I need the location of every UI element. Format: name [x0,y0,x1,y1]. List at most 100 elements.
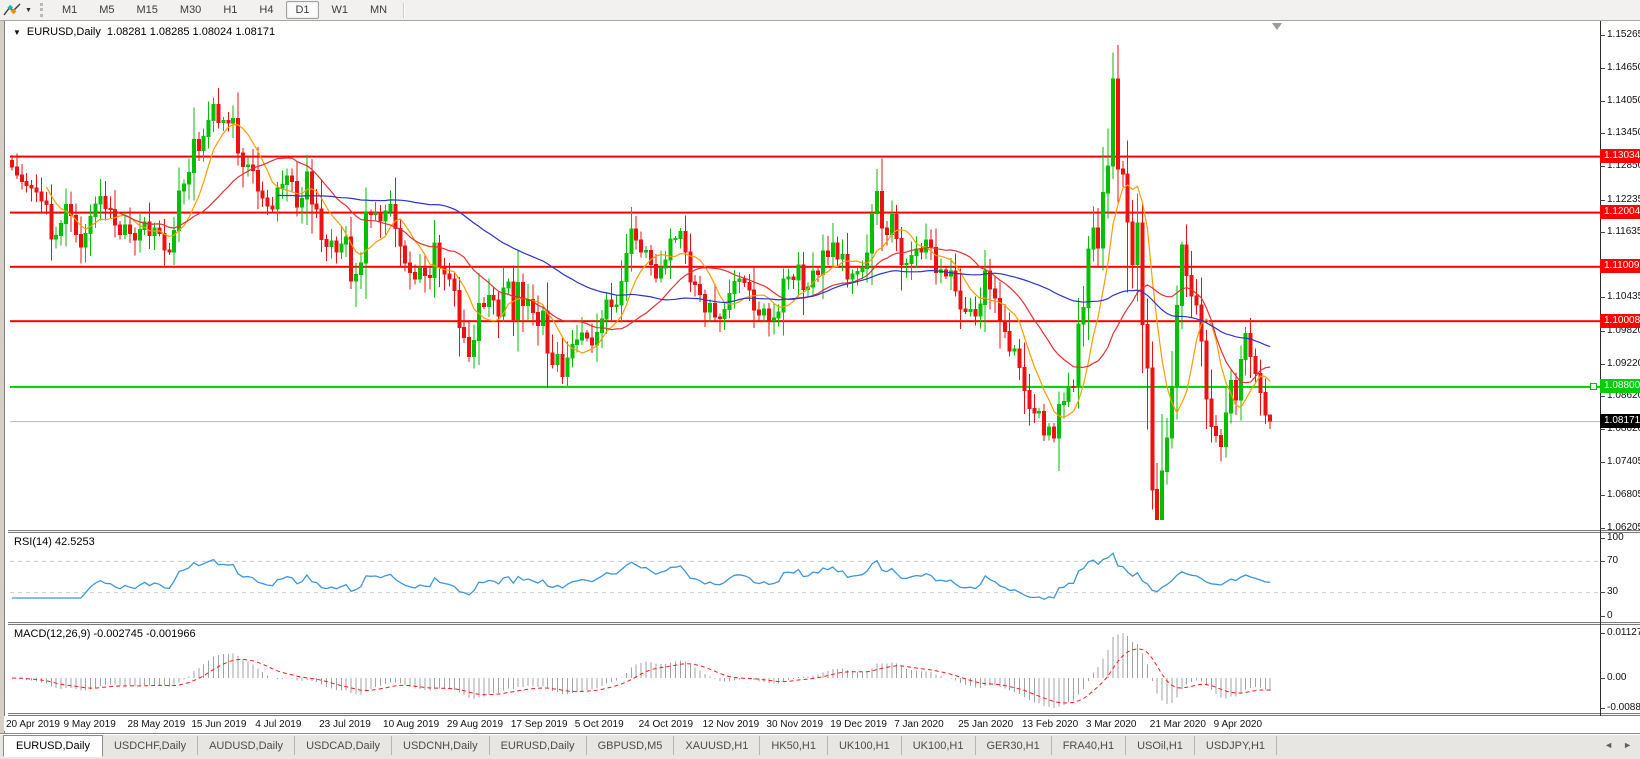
toolbar-grip-handle[interactable] [39,3,43,17]
horizontal-level-line[interactable] [10,385,1600,388]
chart-tab-usoil-h1[interactable]: USOil,H1 [1126,736,1195,755]
price-axis-tick-label: 1.09820 [1607,325,1640,336]
timeframe-toolbar: ▼ M1 M5 M15 M30 H1 H4 D1 W1 MN [0,0,1640,21]
price-axis-tick-label: 1.06205 [1607,522,1640,533]
macd-axis-tick [1600,708,1605,709]
price-level-badge: 1.10008 [1600,314,1640,328]
time-axis-label: 28 May 2019 [127,719,186,730]
timeframe-buttons: M1 M5 M15 M30 H1 H4 D1 W1 MN [51,1,398,19]
chart-tab-uk100-h1[interactable]: UK100,H1 [902,736,976,755]
price-axis-tick-label: 1.13450 [1607,127,1640,138]
price-axis-tick-label: 1.15265 [1607,29,1640,40]
chart-tool-icon[interactable] [3,3,23,17]
chart-ohlc-values: 1.08281 1.08285 1.08024 1.08171 [106,26,276,38]
price-axis-tick [1600,364,1605,365]
time-axis-label: 24 Oct 2019 [638,719,694,730]
horizontal-level-line[interactable] [10,211,1600,214]
tab-scroll-left-icon[interactable]: ◄ [1604,740,1614,750]
timeframe-button-h1[interactable]: H1 [223,4,238,16]
trendline-handle[interactable] [1590,383,1597,390]
tab-scroll-buttons: ◄ ► [1604,740,1632,750]
price-axis-tick [1600,396,1605,397]
pane-separator-main-rsi[interactable] [8,530,1640,533]
chart-tab-xauusd-h1[interactable]: XAUUSD,H1 [674,736,761,755]
price-axis-tick-label: 1.09220 [1607,358,1640,369]
price-axis-tick [1600,133,1605,134]
timeframe-button-m15[interactable]: M15 [136,4,158,16]
pane-separator-macd-time [8,713,1640,716]
time-axis-label: 15 Jun 2019 [191,719,247,730]
horizontal-level-line[interactable] [10,320,1600,323]
tab-scroll-right-icon[interactable]: ► [1623,740,1632,750]
timeframe-button-m30[interactable]: M30 [179,4,202,16]
chart-tab-eurusd-daily[interactable]: EURUSD,Daily [490,736,587,755]
chart-tabs-bar: EURUSD,Daily USDCHF,Daily AUDUSD,Daily USDC… [0,733,1640,759]
time-axis-label: 29 Aug 2019 [446,719,504,730]
price-axis-tick [1600,462,1605,463]
pane-separator-rsi-macd[interactable] [8,622,1640,625]
chart-tab-usdcad-daily[interactable]: USDCAD,Daily [295,736,393,755]
rsi-axis-tick-label: 100 [1607,532,1624,543]
price-level-badge: 1.12004 [1600,205,1640,219]
time-axis-label: 23 Jul 2019 [319,719,371,730]
chart-tab-fra40-h1[interactable]: FRA40,H1 [1052,736,1127,755]
time-axis-label: 21 Mar 2020 [1149,719,1206,730]
chart-tab-ger30-h1[interactable]: GER30,H1 [976,736,1052,755]
chart-tab-audusd-daily[interactable]: AUDUSD,Daily [198,736,296,755]
price-axis-tick [1600,166,1605,167]
timeframe-button-m1[interactable]: M1 [61,4,78,16]
chart-tab-uk100-h1[interactable]: UK100,H1 [828,736,902,755]
price-axis-tick-label: 1.14650 [1607,62,1640,73]
time-axis-label: 12 Nov 2019 [702,719,760,730]
current-price-line [10,421,1600,423]
chart-shift-marker-icon[interactable] [1272,23,1283,30]
macd-axis-tick-label: 0.00 [1607,672,1627,683]
timeframe-button-h4[interactable]: H4 [259,4,274,16]
timeframe-button-w1[interactable]: W1 [331,4,349,16]
price-axis-tick-label: 1.08020 [1607,423,1640,434]
chart-tab-usdjpy-h1[interactable]: USDJPY,H1 [1195,736,1278,755]
chart-tab-gbpusd-m5[interactable]: GBPUSD,M5 [587,736,675,755]
price-axis-tick [1600,232,1605,233]
horizontal-level-line[interactable] [10,155,1600,158]
candlestick-series [10,44,1273,521]
timeframe-button-d1[interactable]: D1 [286,1,319,19]
chart-tab-hk50-h1[interactable]: HK50,H1 [760,736,828,755]
price-axis-tick-label: 1.11635 [1607,226,1640,237]
chart-tab-eurusd-daily[interactable]: EURUSD,Daily [3,735,103,757]
chart-tool-dropdown-icon[interactable]: ▼ [25,6,32,14]
rsi-axis-tick-label: 0 [1607,610,1613,621]
price-axis-tick-label: 1.07405 [1607,456,1640,467]
price-axis-tick-label: 1.12850 [1607,160,1640,171]
chart-window: ▼ EURUSD,Daily 1.08281 1.08285 1.08024 1… [0,21,1640,759]
price-axis-tick [1600,297,1605,298]
rsi-axis-tick [1600,592,1605,593]
chart-title-dropdown-icon[interactable]: ▼ [13,27,21,37]
time-axis-label: 17 Sep 2019 [510,719,568,730]
price-axis-tick [1600,528,1605,529]
price-chart-canvas[interactable] [4,21,1640,759]
price-axis-tick [1600,200,1605,201]
time-axis[interactable]: 20 Apr 2019 9 May 2019 28 May 2019 15 Jun 2… [4,716,1640,731]
price-level-badge: 1.11009 [1600,259,1640,273]
price-level-badge: 1.08800 [1600,379,1640,393]
timeframe-button-m5[interactable]: M5 [99,4,115,16]
time-axis-label: 7 Jan 2020 [894,719,944,730]
price-axis-tick [1600,101,1605,102]
chart-tab-usdchf-daily[interactable]: USDCHF,Daily [103,736,199,755]
price-axis-tick [1600,68,1605,69]
price-axis-line [1600,21,1601,716]
macd-indicator-label: MACD(12,26,9) -0.002745 -0.001966 [14,628,196,640]
macd-axis-tick [1600,633,1605,634]
rsi-line [12,552,1271,601]
time-axis-label: 30 Nov 2019 [766,719,824,730]
time-axis-label: 19 Dec 2019 [830,719,887,730]
timeframe-button-mn[interactable]: MN [370,4,388,16]
time-axis-label: 20 Apr 2019 [6,719,60,730]
price-axis-tick [1600,495,1605,496]
rsi-axis-tick [1600,538,1605,539]
chart-tab-usdcnh-daily[interactable]: USDCNH,Daily [392,736,490,755]
macd-histogram [16,633,1271,708]
macd-axis-tick-label: 0.011277 [1607,627,1640,638]
moving-average-line [45,123,1271,419]
